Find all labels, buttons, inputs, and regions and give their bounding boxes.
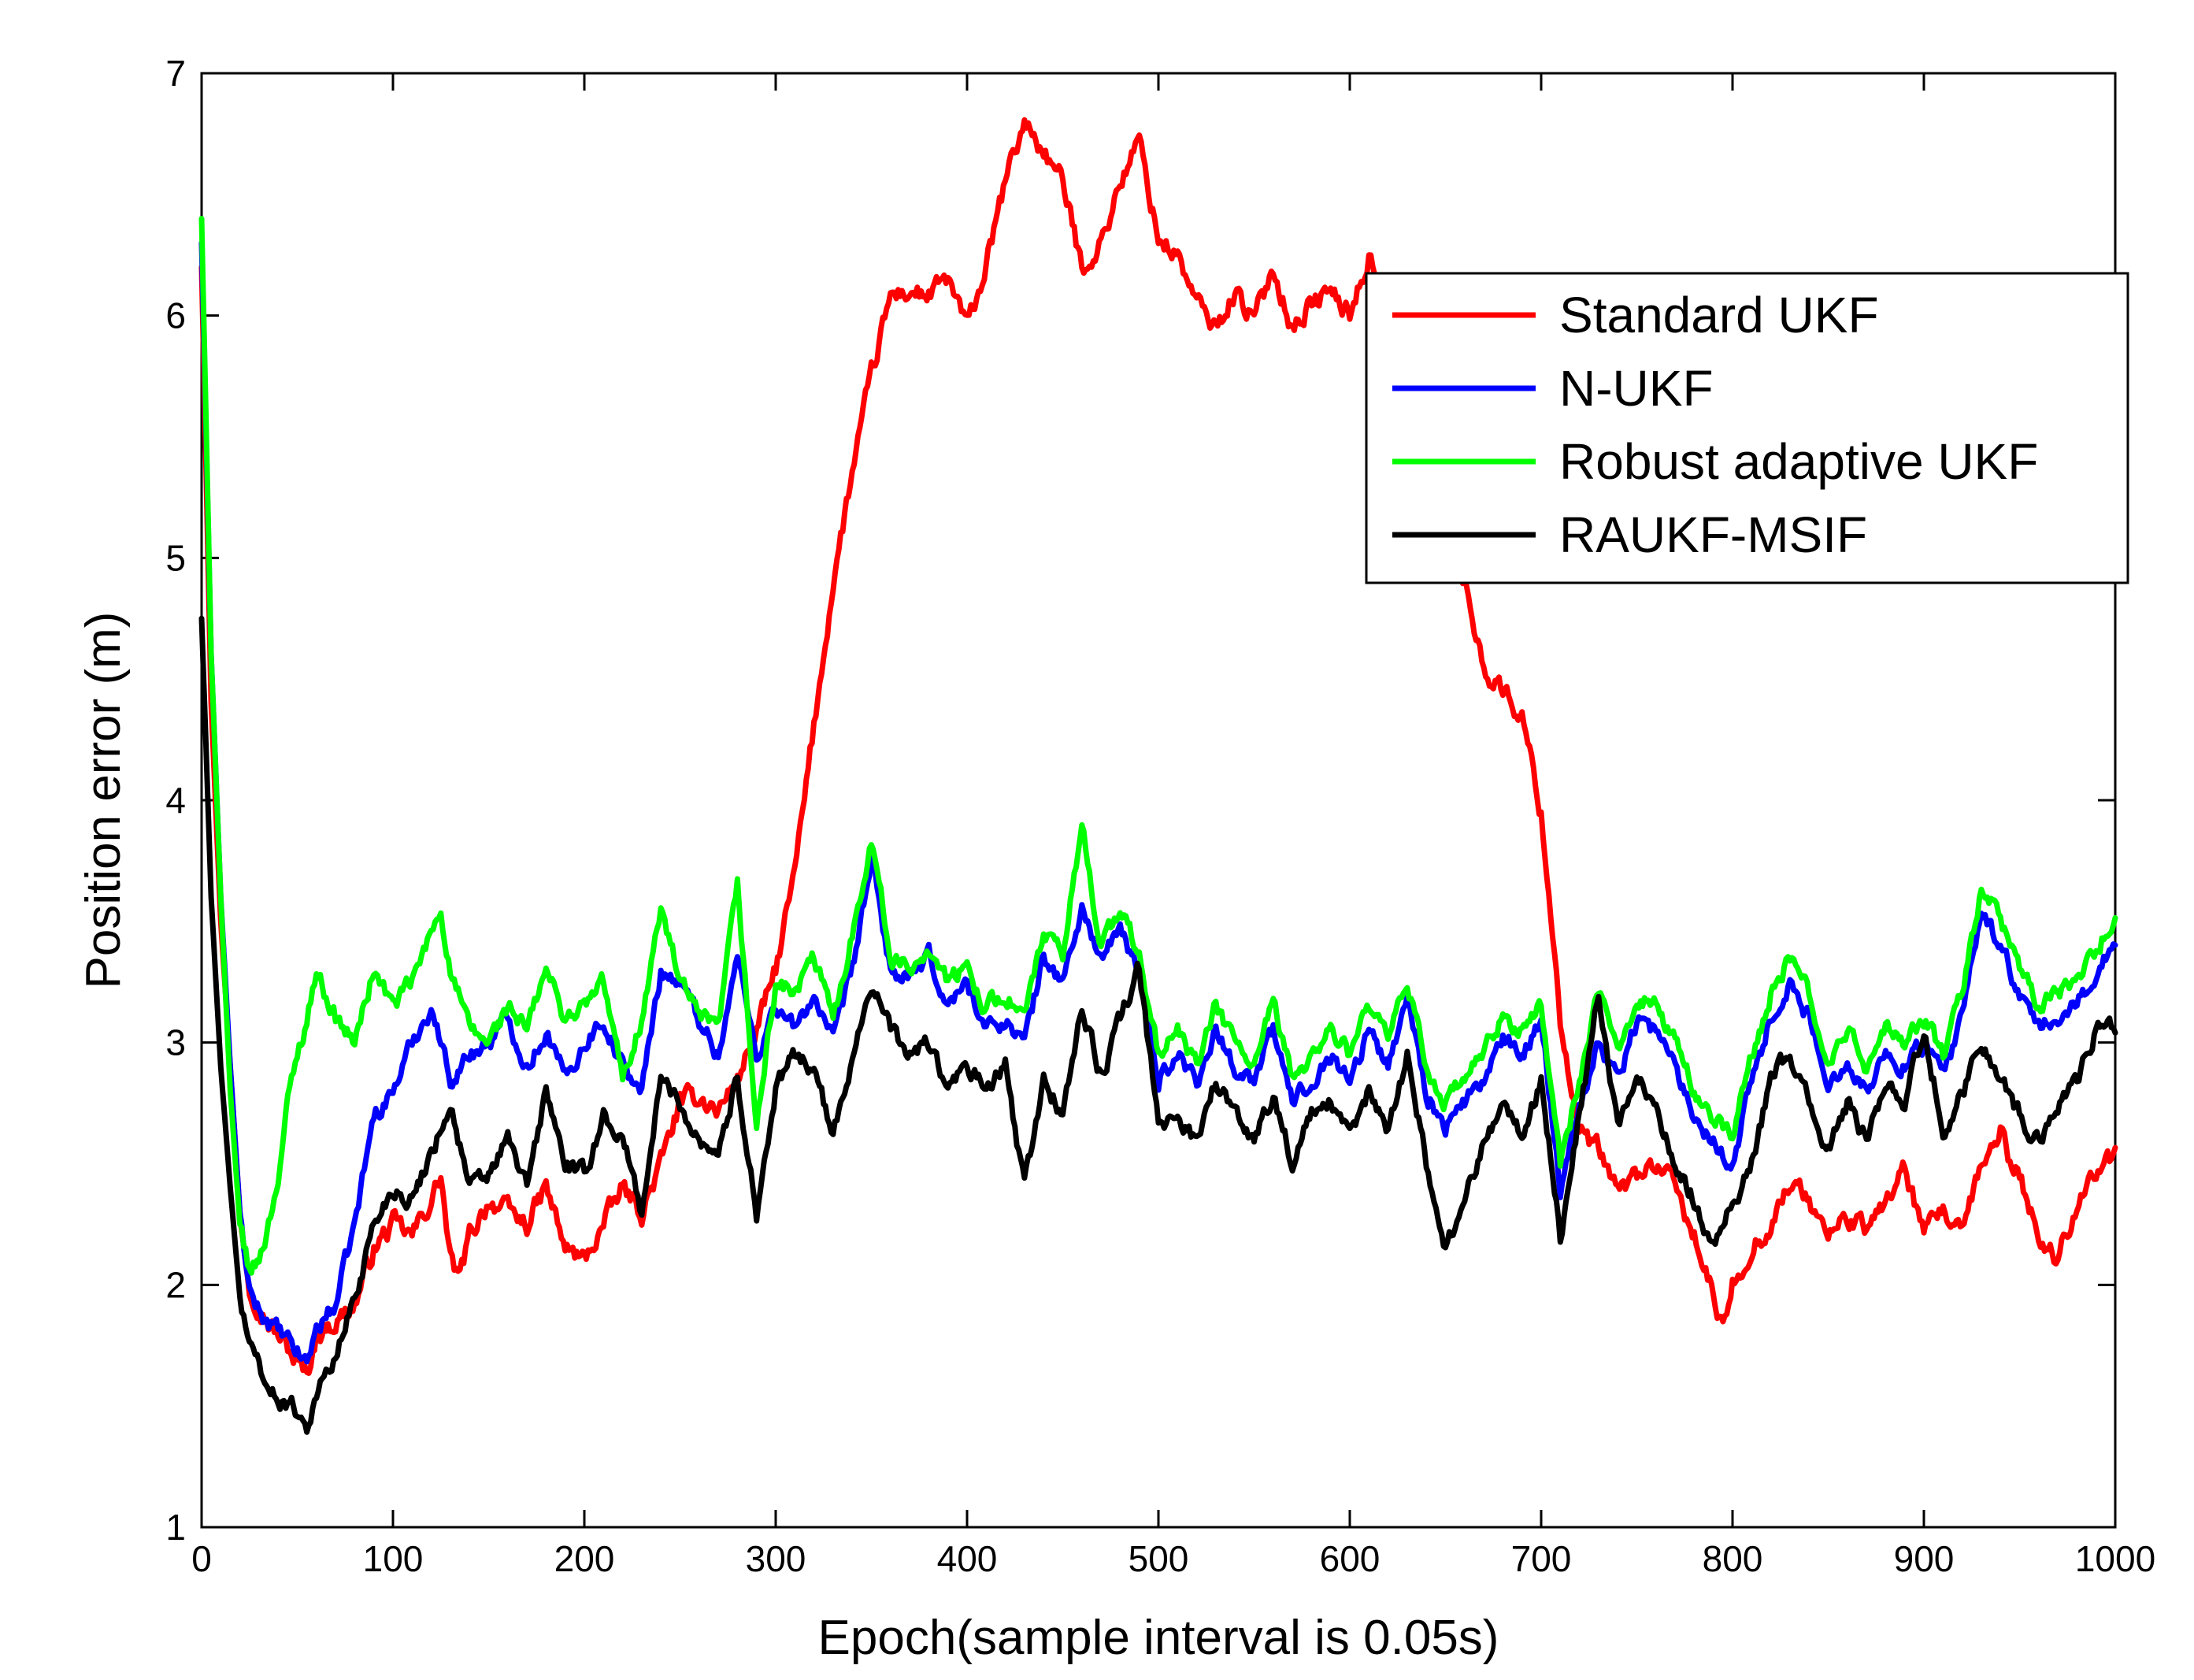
x-axis-title: Epoch(sample interval is 0.05s) bbox=[818, 1611, 1499, 1665]
y-tick-label: 3 bbox=[165, 1022, 186, 1063]
x-tick-label: 300 bbox=[746, 1538, 806, 1579]
x-tick-label: 0 bbox=[191, 1538, 212, 1579]
legend: Standard UKF N-UKF Robust adaptive UKF RAUK… bbox=[1365, 272, 2129, 584]
y-tick-label: 2 bbox=[165, 1264, 186, 1305]
x-tick-label: 800 bbox=[1703, 1538, 1763, 1579]
series-line-n-ukf bbox=[198, 239, 2118, 1365]
y-tick-label: 5 bbox=[165, 537, 186, 578]
legend-box bbox=[1365, 272, 2129, 584]
x-tick-label: 1000 bbox=[2075, 1538, 2155, 1579]
legend-label: Standard UKF bbox=[1559, 287, 1879, 343]
legend-label: Robust adaptive UKF bbox=[1559, 433, 2038, 490]
y-tick-label: 4 bbox=[165, 780, 186, 821]
legend-label: RAUKF-MSIF bbox=[1559, 506, 1867, 563]
y-tick-label: 6 bbox=[165, 295, 186, 336]
axis-tick-labels: 0 100 200 300 400 500 600 700 800 900 1000 1 2 3 4 5 6 7 bbox=[165, 53, 2155, 1579]
y-axis-title: Position error (m) bbox=[76, 612, 131, 989]
legend-label: N-UKF bbox=[1559, 360, 1714, 417]
x-tick-label: 500 bbox=[1129, 1538, 1189, 1579]
x-tick-label: 200 bbox=[554, 1538, 615, 1579]
x-tick-label: 100 bbox=[363, 1538, 424, 1579]
x-tick-label: 900 bbox=[1894, 1538, 1955, 1579]
y-tick-label: 1 bbox=[165, 1507, 186, 1548]
x-tick-label: 400 bbox=[937, 1538, 998, 1579]
x-tick-label: 600 bbox=[1320, 1538, 1381, 1579]
series-line-standard-ukf bbox=[198, 117, 2118, 1376]
series-lines bbox=[198, 117, 2118, 1435]
series-line-robust-adaptive-ukf bbox=[198, 216, 2118, 1276]
x-tick-label: 700 bbox=[1511, 1538, 1572, 1579]
y-tick-label: 7 bbox=[165, 53, 186, 94]
series-line-raukf-msif bbox=[198, 615, 2118, 1435]
